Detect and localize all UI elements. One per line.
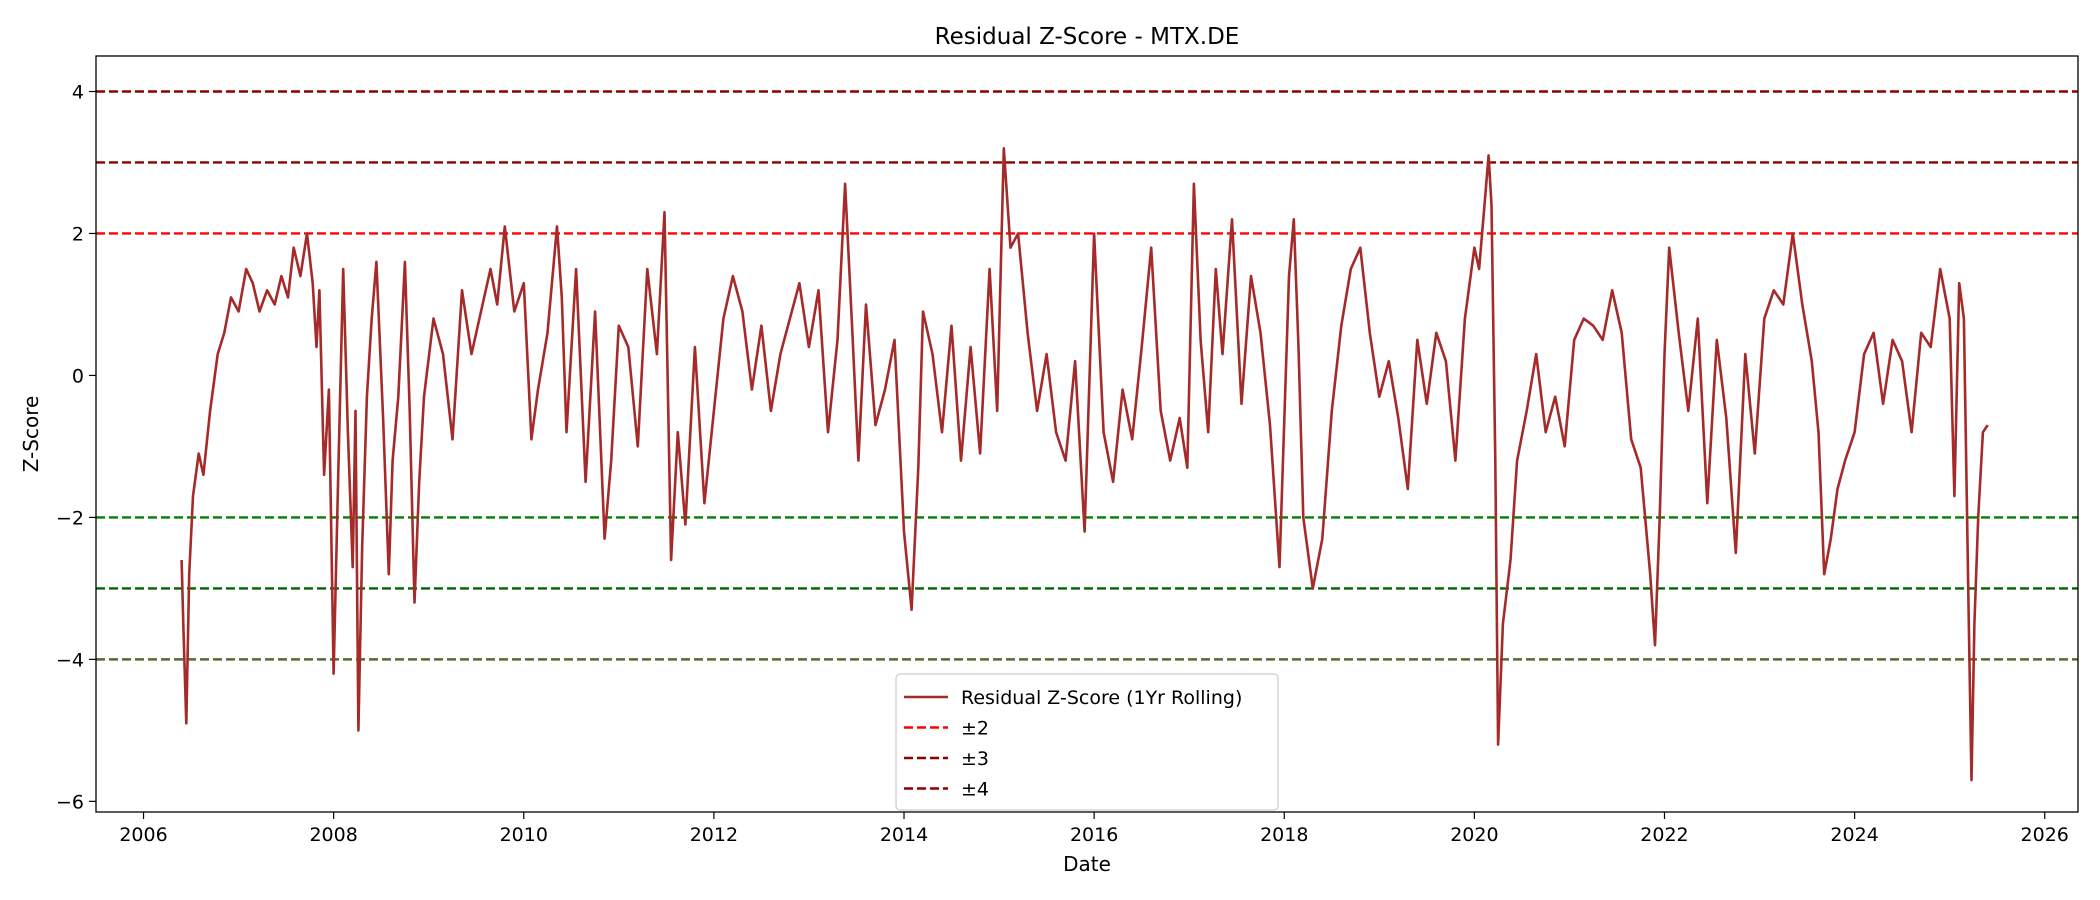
- x-tick-label: 2016: [1070, 824, 1118, 846]
- y-tick-label: −6: [56, 791, 84, 813]
- reference-lines: [96, 90, 2078, 661]
- x-tick-label: 2006: [119, 824, 167, 846]
- x-tick-label: 2022: [1640, 824, 1688, 846]
- x-axis-title: Date: [1063, 852, 1111, 876]
- legend: Residual Z-Score (1Yr Rolling) ±2 ±3 ±4: [895, 673, 1279, 811]
- y-tick-label: 0: [72, 365, 84, 387]
- zscore-series-line: [180, 147, 1989, 782]
- y-tick-label: 2: [72, 223, 84, 245]
- legend-label: ±4: [961, 779, 989, 801]
- x-tick-label: 2010: [500, 824, 548, 846]
- x-tick-label: 2018: [1260, 824, 1308, 846]
- legend-label: ±2: [961, 718, 989, 740]
- plot-area: [96, 90, 2078, 782]
- y-tick-label: −4: [56, 649, 84, 671]
- legend-box: [895, 673, 1279, 811]
- legend-label: Residual Z-Score (1Yr Rolling): [961, 687, 1242, 709]
- x-tick-label: 2014: [880, 824, 928, 846]
- x-tick-label: 2008: [309, 824, 357, 846]
- y-tick-label: −2: [56, 507, 84, 529]
- x-axis: 2006 2008 2010 2012 2014 2016 2018 2020 2022 2024…: [119, 812, 2069, 846]
- y-tick-label: 4: [72, 81, 84, 103]
- plot-frame: [95, 55, 2079, 813]
- legend-label: ±3: [961, 748, 989, 770]
- y-axis-title: Z-Score: [19, 396, 43, 473]
- x-tick-label: 2024: [1830, 824, 1878, 846]
- x-tick-label: 2020: [1450, 824, 1498, 846]
- chart-title: Residual Z-Score - MTX.DE: [935, 24, 1240, 50]
- x-tick-label: 2012: [690, 824, 738, 846]
- y-axis: −6 −4 −2 0 2 4: [56, 81, 96, 813]
- x-tick-label: 2026: [2021, 824, 2069, 846]
